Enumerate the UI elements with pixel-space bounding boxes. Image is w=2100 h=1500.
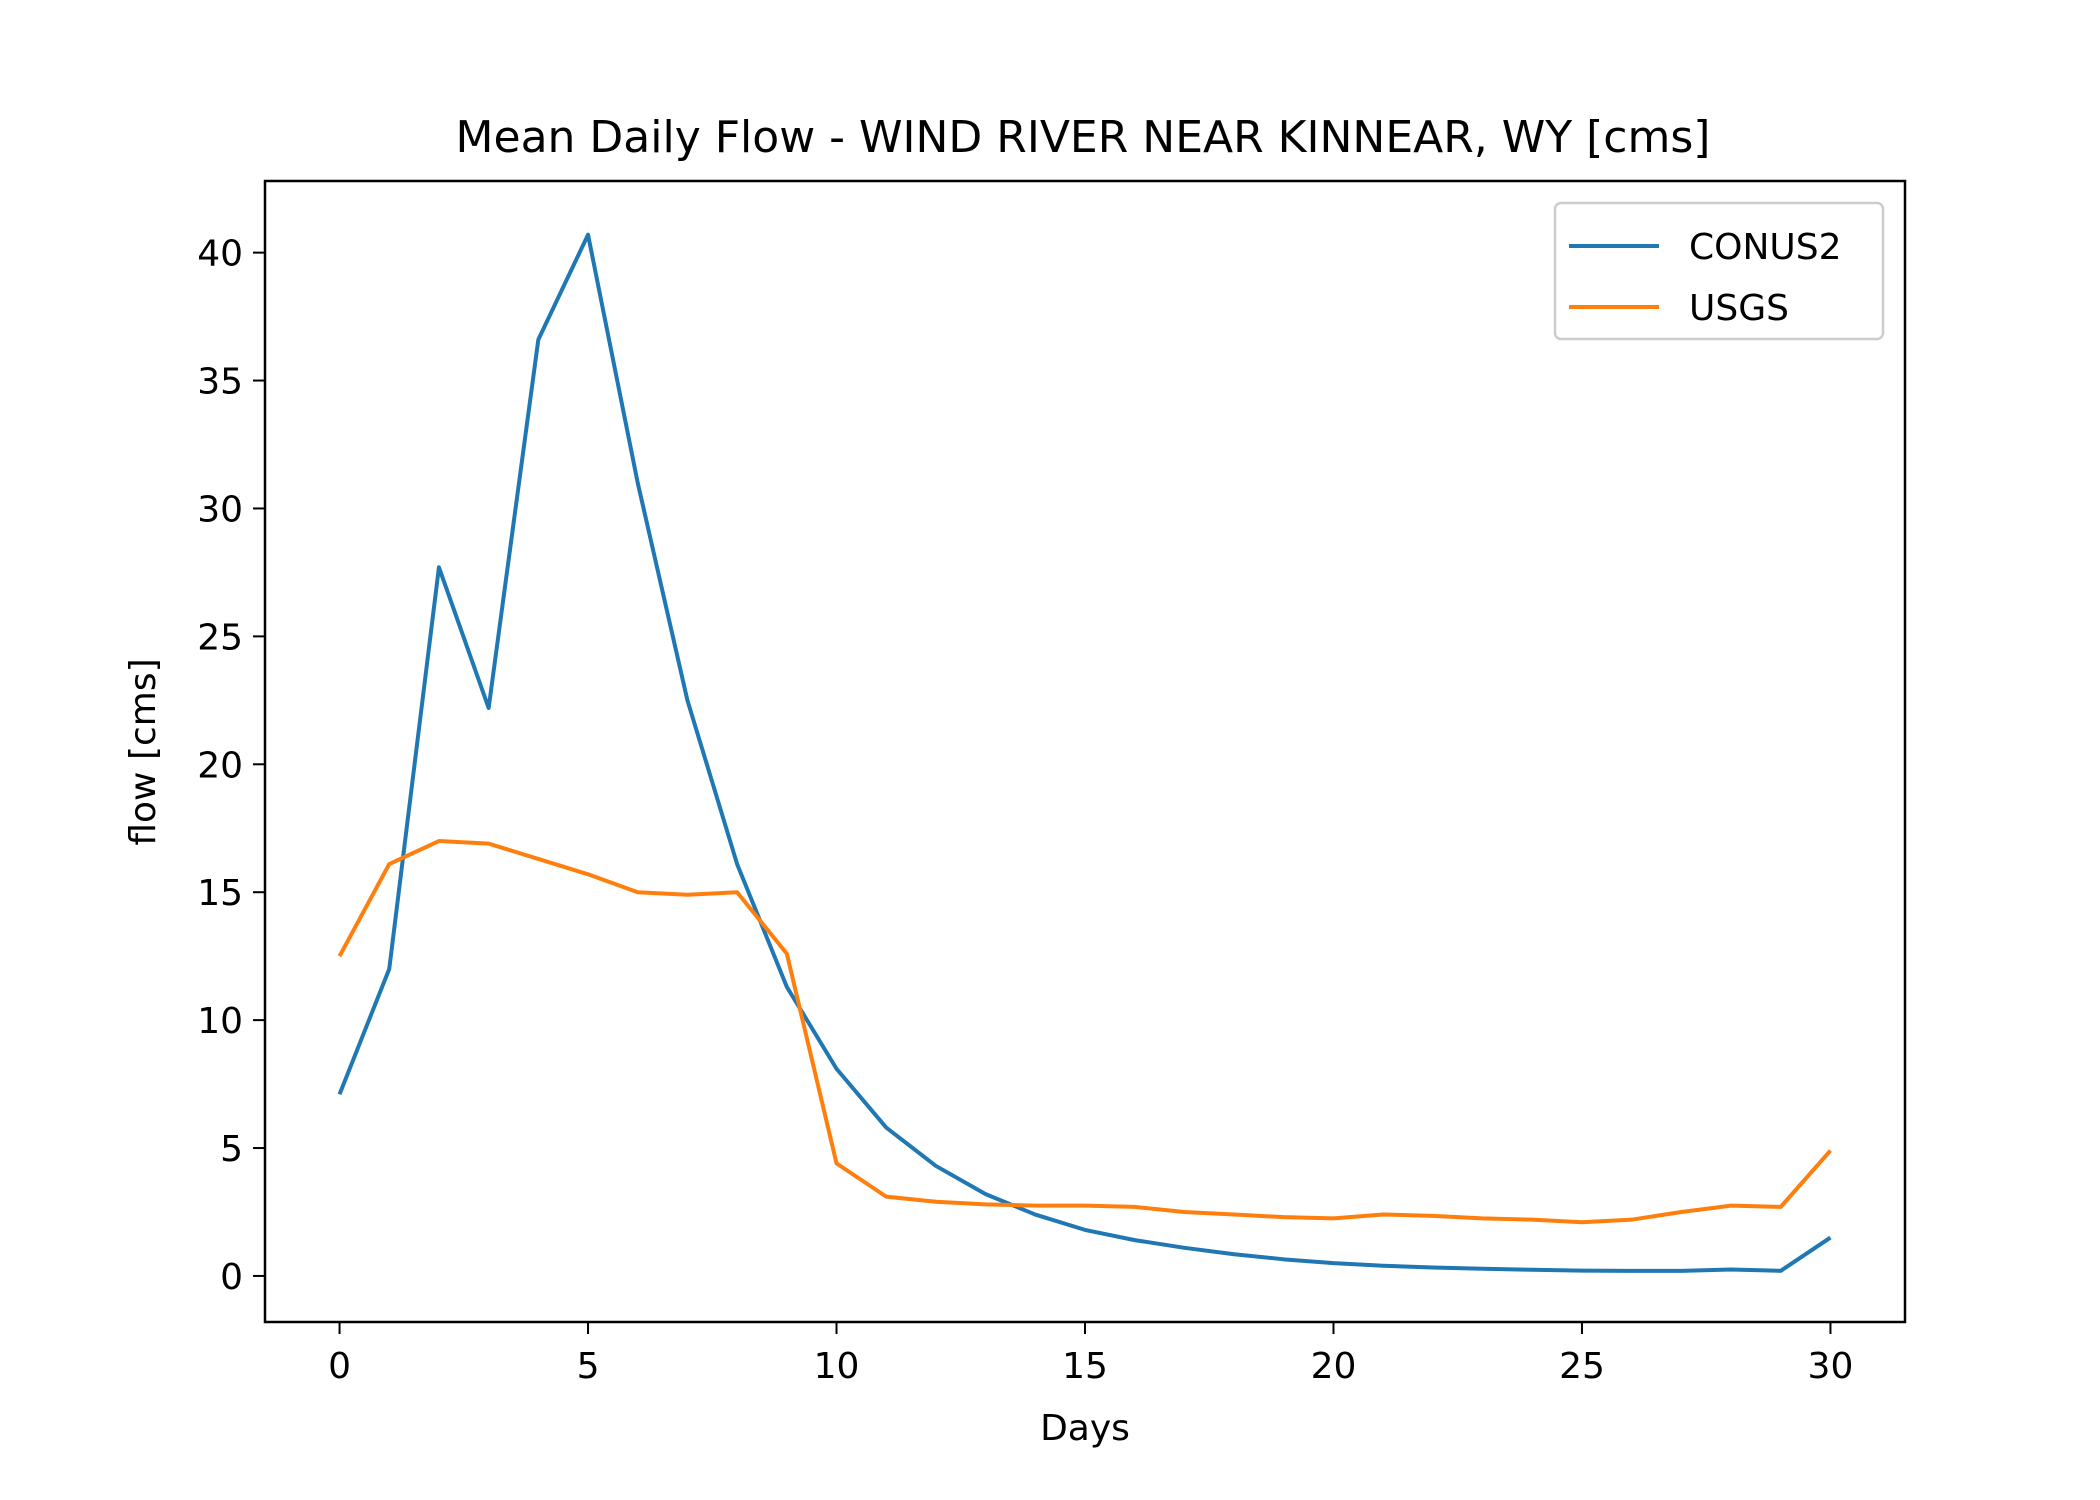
y-tick-label: 20 bbox=[197, 745, 243, 786]
y-axis: 0 5 10 15 20 25 30 35 40 bbox=[197, 234, 265, 1298]
legend-label-conus2: CONUS2 bbox=[1689, 227, 1842, 268]
x-tick-label: 5 bbox=[577, 1346, 600, 1387]
y-tick-label: 35 bbox=[197, 362, 243, 403]
x-tick-label: 10 bbox=[814, 1346, 860, 1387]
y-axis-label: flow [cms] bbox=[123, 658, 164, 845]
y-tick-label: 10 bbox=[197, 1001, 243, 1042]
x-tick-label: 20 bbox=[1311, 1346, 1357, 1387]
y-tick-label: 25 bbox=[197, 617, 243, 658]
plot-frame bbox=[263, 179, 1907, 1324]
legend-label-usgs: USGS bbox=[1689, 288, 1789, 329]
y-tick-label: 5 bbox=[220, 1129, 243, 1170]
series-line-conus2 bbox=[337, 232, 1832, 1273]
y-tick-label: 0 bbox=[220, 1257, 243, 1298]
y-tick-label: 40 bbox=[197, 234, 243, 275]
x-tick-label: 0 bbox=[328, 1346, 351, 1387]
x-tick-label: 25 bbox=[1559, 1346, 1605, 1387]
plot-area bbox=[337, 232, 1832, 1273]
x-tick-label: 30 bbox=[1808, 1346, 1854, 1387]
series-line-usgs bbox=[337, 839, 1832, 1225]
y-tick-label: 30 bbox=[197, 489, 243, 530]
y-tick-label: 15 bbox=[197, 873, 243, 914]
chart-title: Mean Daily Flow - WIND RIVER NEAR KINNEA… bbox=[456, 112, 1711, 163]
x-tick-label: 15 bbox=[1062, 1346, 1108, 1387]
legend: CONUS2 USGS bbox=[1553, 201, 1885, 341]
x-axis-label: Days bbox=[1040, 1408, 1130, 1449]
x-axis: 0 5 10 15 20 25 30 bbox=[328, 1322, 1853, 1387]
